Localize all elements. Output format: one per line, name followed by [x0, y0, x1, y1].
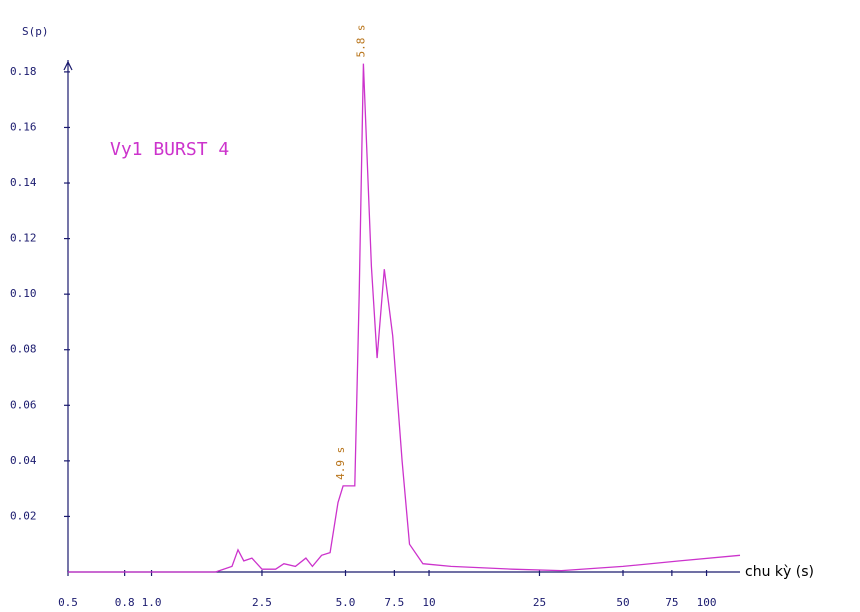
x-tick-label: 10	[422, 596, 435, 609]
y-tick-label: 0.06	[10, 398, 37, 411]
y-tick-label: 0.04	[10, 454, 37, 467]
y-tick-label: 0.18	[10, 65, 37, 78]
data-line	[68, 63, 741, 573]
x-tick-label: 75	[665, 596, 678, 609]
annotation: 5.8 s	[354, 24, 367, 57]
y-tick-label: 0.10	[10, 287, 37, 300]
y-tick-label: 0.08	[10, 343, 37, 356]
y-tick-label: 0.16	[10, 120, 37, 133]
x-tick-label: 2.5	[252, 596, 272, 609]
x-tick-label: 25	[533, 596, 546, 609]
x-tick-label: 5.0	[336, 596, 356, 609]
y-tick-label: 0.02	[10, 509, 37, 522]
x-tick-label: 7.5	[384, 596, 404, 609]
x-tick-label: 0.5	[58, 596, 78, 609]
y-tick-label: 0.14	[10, 176, 37, 189]
x-tick-label: 50	[616, 596, 629, 609]
x-tick-label: 100	[697, 596, 717, 609]
y-axis-label: S(p)	[22, 25, 49, 38]
x-tick-label: 1.0	[142, 596, 162, 609]
x-tick-label: 0.8	[115, 596, 135, 609]
x-axis-label: chu kỳ (s)	[745, 564, 814, 580]
chart-title: Vy1 BURST 4	[110, 139, 229, 160]
annotation: 4.9 s	[334, 447, 347, 480]
axis-arrow	[63, 60, 73, 71]
y-tick-label: 0.12	[10, 232, 37, 245]
